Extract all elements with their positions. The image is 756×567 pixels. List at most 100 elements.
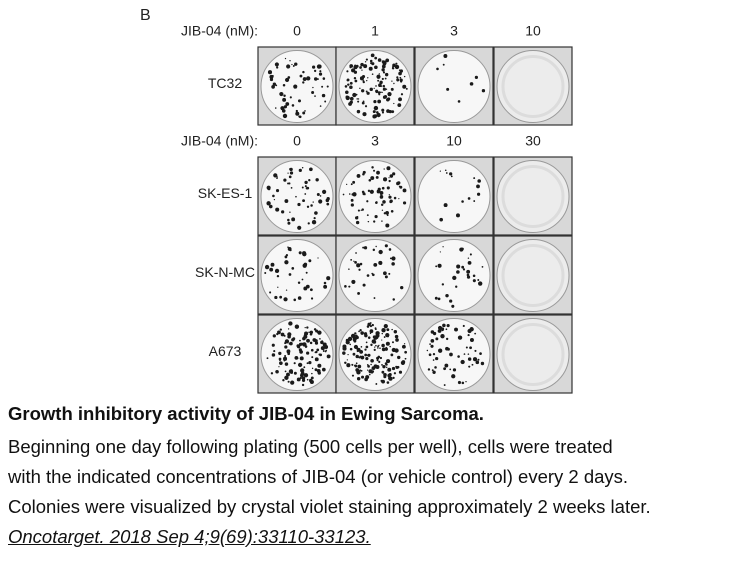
- well-plate: [496, 239, 570, 312]
- colony: [306, 205, 310, 208]
- concentration: 1: [371, 23, 379, 39]
- colony: [272, 82, 277, 86]
- colony: [369, 189, 374, 194]
- colony: [299, 339, 301, 342]
- colony: [401, 344, 406, 349]
- colony: [394, 348, 399, 353]
- cell-line: A673: [209, 343, 242, 359]
- colony: [355, 93, 358, 96]
- colony: [467, 261, 472, 265]
- colony: [366, 364, 369, 366]
- colony: [308, 360, 312, 365]
- colony: [375, 383, 378, 385]
- colony: [284, 260, 289, 265]
- colony: [286, 349, 291, 354]
- colony: [353, 76, 357, 80]
- colony: [348, 102, 352, 106]
- concentration: 0: [293, 23, 301, 39]
- colony: [432, 359, 435, 361]
- colony: [274, 107, 277, 109]
- colony: [376, 170, 380, 175]
- colony: [293, 84, 298, 89]
- colony: [469, 82, 474, 86]
- colony: [383, 323, 388, 329]
- colony: [275, 271, 277, 273]
- colony: [383, 271, 387, 276]
- colony: [372, 110, 376, 114]
- colony: [377, 58, 382, 62]
- colony: [402, 188, 407, 193]
- colony: [279, 359, 281, 362]
- colony: [367, 189, 371, 193]
- colony: [375, 365, 380, 370]
- colony: [312, 86, 314, 89]
- colony: [360, 346, 363, 348]
- colony: [435, 265, 438, 268]
- colony: [321, 367, 326, 372]
- colony: [364, 61, 367, 63]
- citation[interactable]: Oncotarget. 2018 Sep 4;9(69):33110-33123…: [8, 526, 371, 547]
- colony: [398, 97, 402, 102]
- colony: [369, 87, 373, 92]
- colony: [279, 91, 284, 97]
- colony: [461, 247, 464, 251]
- colony: [386, 333, 388, 336]
- colony: [427, 368, 431, 371]
- colony: [388, 195, 392, 199]
- colony: [442, 63, 445, 66]
- header-label: JIB-04 (nM):: [181, 133, 258, 149]
- colony: [349, 343, 352, 346]
- colony: [402, 84, 407, 89]
- colony: [289, 167, 293, 172]
- colony: [302, 81, 305, 84]
- colony: [366, 91, 370, 95]
- well-plate: [260, 318, 334, 391]
- colony: [375, 333, 380, 338]
- colony: [313, 217, 316, 220]
- colony: [360, 62, 364, 67]
- colony: [373, 87, 375, 90]
- colony: [434, 366, 437, 369]
- colony: [279, 295, 283, 299]
- colony: [449, 299, 453, 303]
- colony: [457, 355, 460, 358]
- colony: [346, 79, 349, 82]
- colony: [474, 349, 477, 352]
- colony: [358, 330, 360, 333]
- panel-label: B: [140, 7, 151, 24]
- colony: [359, 349, 364, 354]
- colony: [304, 331, 309, 336]
- colony: [381, 91, 383, 93]
- colony: [381, 332, 383, 335]
- colony: [288, 175, 292, 179]
- colony: [298, 115, 301, 118]
- colony: [479, 352, 482, 355]
- colony: [431, 369, 434, 372]
- colony: [368, 369, 373, 374]
- colony: [381, 209, 384, 211]
- colony: [370, 343, 373, 347]
- colony: [312, 201, 314, 203]
- colony: [382, 87, 387, 91]
- colony: [390, 353, 394, 357]
- colony: [312, 65, 316, 69]
- colony: [404, 357, 407, 360]
- colony: [467, 328, 472, 334]
- colony: [387, 92, 392, 97]
- colony: [397, 355, 401, 360]
- colony: [383, 60, 387, 64]
- colony: [282, 97, 287, 102]
- colony: [403, 75, 406, 78]
- colony: [393, 196, 397, 200]
- colony: [322, 77, 326, 80]
- colony: [352, 352, 356, 356]
- colony: [380, 379, 383, 382]
- colony: [320, 346, 325, 351]
- colony: [349, 85, 353, 90]
- colony: [358, 356, 361, 359]
- colony: [391, 366, 396, 371]
- colony: [291, 217, 296, 222]
- colony: [273, 198, 276, 201]
- colony: [370, 363, 372, 366]
- colony: [382, 84, 386, 88]
